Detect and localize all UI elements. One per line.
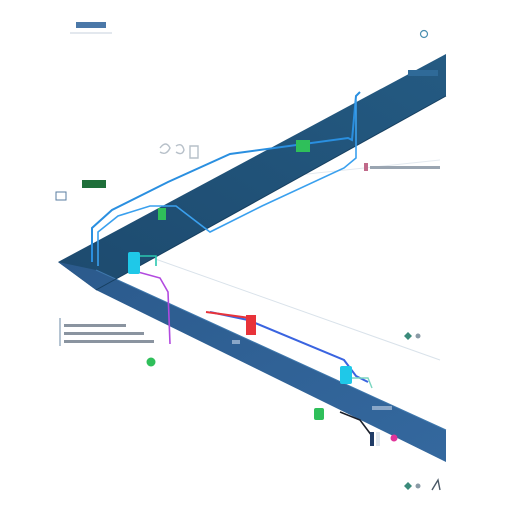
green-marker xyxy=(158,208,166,220)
arrow-icon xyxy=(431,478,441,491)
band-mark xyxy=(372,406,392,410)
red-wire xyxy=(205,311,251,319)
cyan-wire xyxy=(140,255,157,266)
magenta-dot xyxy=(390,434,398,442)
cyan-block xyxy=(128,252,140,274)
circle-icon xyxy=(419,29,429,39)
wire-route xyxy=(97,100,357,266)
circle-icon xyxy=(415,333,421,339)
green-marker xyxy=(296,140,310,152)
diamond-icon xyxy=(404,332,412,340)
diamond-icon xyxy=(404,482,412,490)
band-edge xyxy=(95,269,447,431)
wire-route xyxy=(137,271,171,345)
red-marker xyxy=(246,315,256,335)
right-label-strip xyxy=(364,163,440,171)
band-edge xyxy=(95,95,447,291)
lower-band xyxy=(58,262,446,462)
upper-band xyxy=(58,54,446,290)
green-dot xyxy=(146,357,156,367)
band-mark xyxy=(232,340,240,344)
wire-route xyxy=(91,91,361,262)
wire-route xyxy=(339,411,373,437)
small-box xyxy=(55,191,67,201)
green-chip xyxy=(82,180,106,188)
post xyxy=(370,432,374,446)
circle-icon xyxy=(415,483,421,489)
top-scribble xyxy=(70,22,112,34)
green-marker xyxy=(314,408,324,420)
post xyxy=(376,432,380,446)
left-callout-lines xyxy=(64,324,154,343)
band-mark xyxy=(408,70,438,76)
guide-line xyxy=(129,249,441,361)
cyan-wire xyxy=(352,377,373,389)
decorative-glyphs xyxy=(159,143,199,159)
cyan-block xyxy=(340,366,352,384)
